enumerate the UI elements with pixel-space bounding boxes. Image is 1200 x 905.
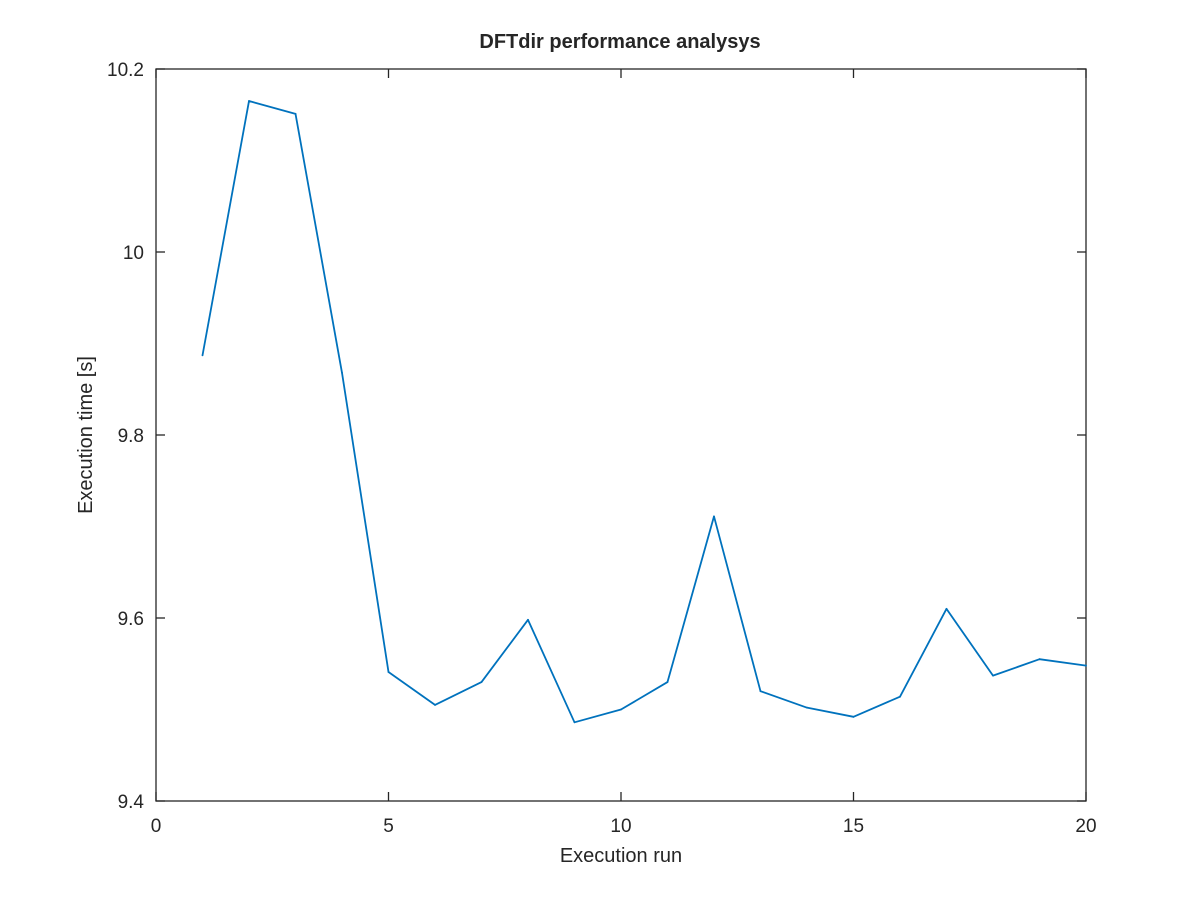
data-point [1085, 664, 1087, 667]
data-point [527, 618, 529, 621]
data-point [387, 671, 390, 673]
x-tick-label: 5 [383, 816, 394, 837]
x-axis-label: Execution run [560, 845, 682, 867]
x-tick-label: 20 [1075, 816, 1096, 837]
y-tick-label: 9.4 [118, 792, 145, 813]
series-layer [201, 100, 1087, 724]
data-point [201, 354, 204, 357]
y-tick-label: 10.2 [107, 60, 144, 81]
data-point [248, 100, 250, 102]
data-point [806, 706, 808, 709]
data-point [573, 721, 576, 724]
x-tick-label: 10 [610, 816, 631, 837]
y-tick-label: 9.6 [118, 609, 144, 630]
y-tick-label: 10 [123, 243, 144, 264]
y-axis-ticks: 9.4 9.6 9.8 10 10.2 [107, 60, 1086, 813]
y-axis-label: Execution time [s] [75, 356, 97, 514]
series-line [201, 100, 1087, 724]
chart-title: DFTdir performance analysys [479, 31, 760, 53]
data-point [1038, 658, 1041, 661]
data-point [713, 515, 715, 518]
data-point [341, 371, 343, 374]
data-point [480, 681, 483, 683]
plot-frame [155, 68, 1087, 802]
data-point [899, 695, 901, 698]
data-point [945, 607, 948, 610]
data-point [992, 674, 994, 677]
y-tick-label: 9.8 [118, 426, 144, 447]
data-point [759, 690, 762, 693]
x-tick-label: 0 [151, 816, 162, 837]
x-axis-ticks: 0 5 10 15 20 [151, 69, 1097, 837]
x-tick-label: 15 [843, 816, 864, 837]
data-point [852, 715, 855, 718]
data-point [434, 704, 436, 706]
data-point [294, 112, 297, 115]
data-point [620, 708, 622, 711]
data-point [666, 681, 669, 683]
